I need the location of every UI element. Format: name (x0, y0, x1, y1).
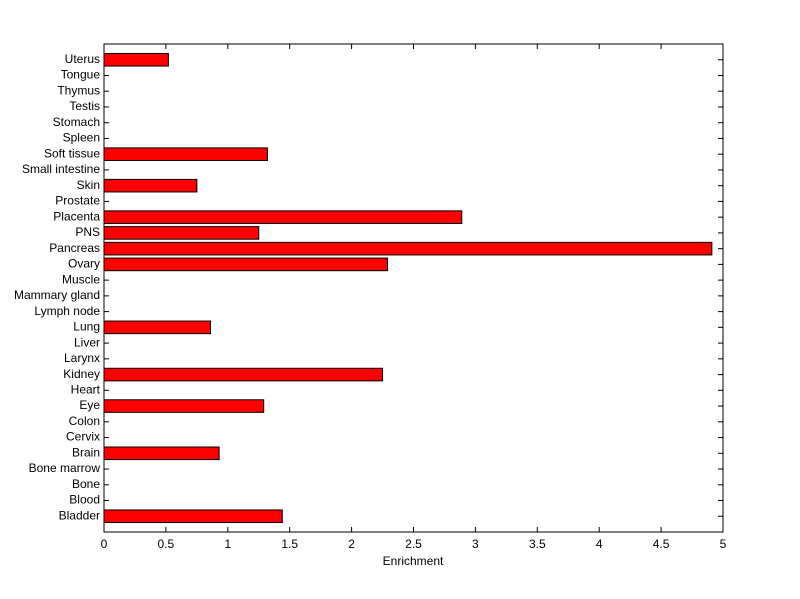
y-tick-label: Soft tissue (44, 146, 100, 160)
y-tick-label: Thymus (57, 83, 100, 97)
y-tick-label: Colon (69, 414, 100, 428)
y-tick-label: Brain (72, 445, 100, 459)
y-tick-label: Spleen (63, 131, 100, 145)
y-tick-label: Blood (69, 493, 100, 507)
y-tick-label: Liver (74, 335, 100, 349)
y-tick-label: Ovary (68, 257, 100, 271)
bar (103, 257, 389, 272)
x-tick-label: 2 (348, 537, 355, 551)
y-tick-label: Muscle (62, 272, 100, 286)
bar (103, 446, 220, 461)
y-tick-label: Larynx (64, 351, 100, 365)
bar (103, 367, 384, 382)
y-tick-label: Lymph node (34, 304, 100, 318)
y-tick-label: Heart (71, 382, 101, 396)
x-tick-label: 5 (720, 537, 727, 551)
y-tick-label: Small intestine (22, 162, 100, 176)
bar (103, 509, 283, 524)
x-tick-label: 4.5 (653, 537, 670, 551)
y-tick-label: Pancreas (49, 241, 100, 255)
y-tick-label: Eye (79, 398, 100, 412)
y-tick-label: Mammary gland (14, 288, 100, 302)
bar (103, 226, 260, 240)
x-tick-label: 4 (596, 537, 603, 551)
y-tick-label: Skin (77, 178, 100, 192)
bar (103, 147, 268, 161)
y-tick-label: Cervix (66, 430, 100, 444)
x-tick-label: 0 (101, 537, 108, 551)
x-tick-label: 3 (472, 537, 479, 551)
x-tick-label: 2.5 (405, 537, 422, 551)
y-tick-label: Bone marrow (29, 461, 101, 475)
bar (103, 52, 169, 67)
x-tick-label: 0.5 (158, 537, 175, 551)
bar (103, 399, 265, 413)
y-tick-label: Uterus (65, 52, 100, 66)
x-tick-label: 3.5 (529, 537, 546, 551)
y-tick-label: Placenta (53, 209, 100, 223)
bar (103, 178, 198, 193)
y-tick-label: Prostate (55, 194, 100, 208)
y-tick-label: Bone (72, 477, 100, 491)
x-tick-label: 1.5 (281, 537, 298, 551)
y-tick-label: Kidney (63, 367, 100, 381)
bar (103, 241, 713, 256)
bar (103, 320, 211, 335)
y-tick-label: PNS (75, 225, 100, 239)
y-tick-label: Testis (69, 99, 100, 113)
x-tick-label: 1 (224, 537, 231, 551)
y-tick-label: Lung (73, 320, 100, 334)
bar (103, 210, 463, 224)
x-axis-label: Enrichment (383, 554, 444, 568)
y-tick-label: Stomach (53, 115, 100, 129)
y-tick-label: Tongue (61, 68, 101, 82)
y-tick-label: Bladder (59, 508, 100, 522)
